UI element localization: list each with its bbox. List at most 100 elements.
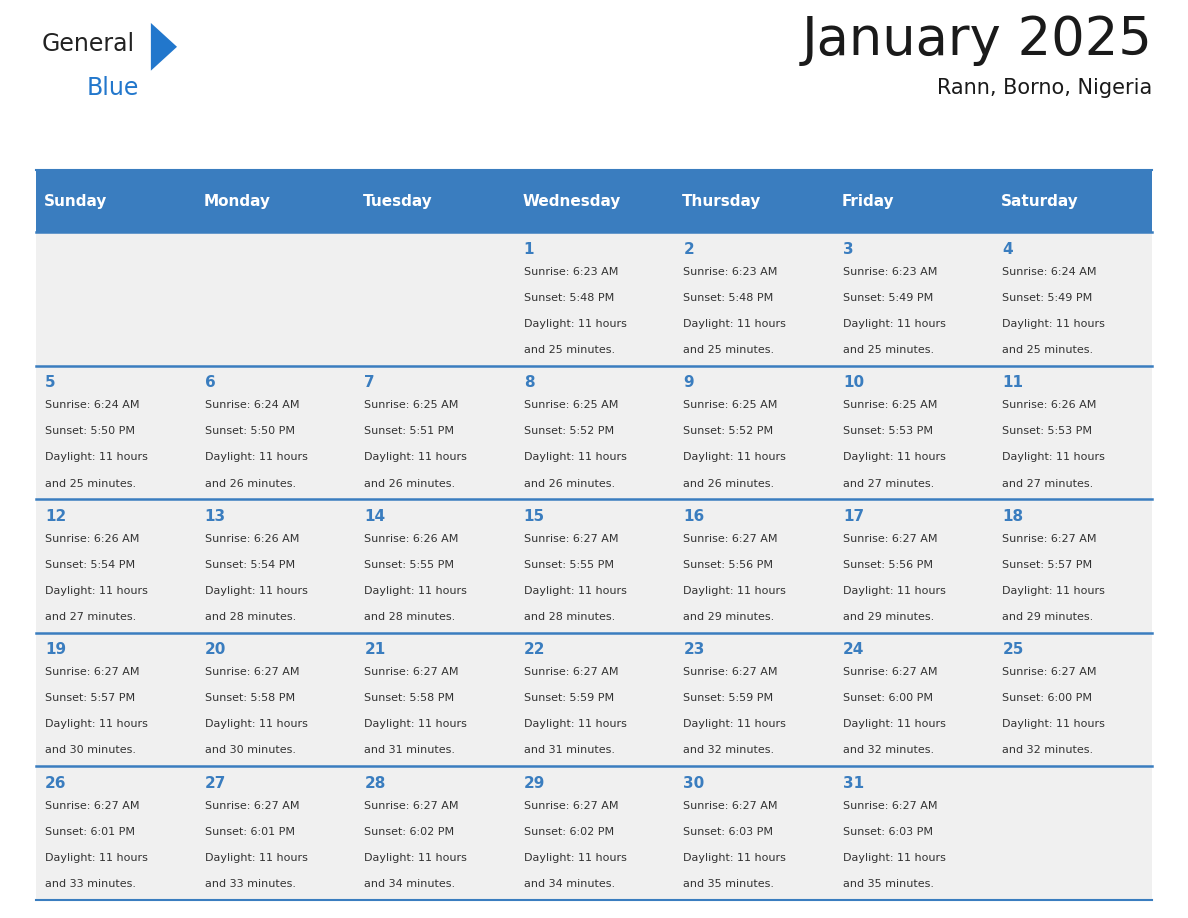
- Text: Sunrise: 6:27 AM: Sunrise: 6:27 AM: [524, 667, 618, 677]
- Text: Sunset: 6:03 PM: Sunset: 6:03 PM: [842, 827, 933, 837]
- Text: Sunrise: 6:27 AM: Sunrise: 6:27 AM: [842, 800, 937, 811]
- Text: Blue: Blue: [87, 76, 139, 100]
- Text: Daylight: 11 hours: Daylight: 11 hours: [1003, 453, 1105, 463]
- Text: Wednesday: Wednesday: [523, 194, 620, 208]
- Text: and 26 minutes.: and 26 minutes.: [365, 478, 455, 488]
- Bar: [36, 232, 195, 365]
- Text: Sunset: 5:50 PM: Sunset: 5:50 PM: [45, 427, 135, 436]
- Text: Monday: Monday: [203, 194, 270, 208]
- Text: Daylight: 11 hours: Daylight: 11 hours: [1003, 319, 1105, 329]
- Text: Daylight: 11 hours: Daylight: 11 hours: [45, 720, 148, 730]
- Text: 16: 16: [683, 509, 704, 523]
- Text: and 28 minutes.: and 28 minutes.: [524, 612, 615, 622]
- Text: and 32 minutes.: and 32 minutes.: [1003, 745, 1093, 756]
- Bar: [833, 232, 993, 365]
- Bar: [514, 767, 674, 900]
- Bar: [674, 633, 833, 767]
- Bar: [833, 365, 993, 499]
- Text: 31: 31: [842, 776, 864, 790]
- Text: 11: 11: [1003, 375, 1023, 390]
- Text: 15: 15: [524, 509, 545, 523]
- Bar: [195, 499, 355, 633]
- Bar: [355, 767, 514, 900]
- Text: 6: 6: [204, 375, 215, 390]
- Text: Sunset: 5:59 PM: Sunset: 5:59 PM: [524, 693, 614, 703]
- Text: Sunrise: 6:27 AM: Sunrise: 6:27 AM: [45, 667, 140, 677]
- Text: Sunrise: 6:27 AM: Sunrise: 6:27 AM: [1003, 534, 1097, 543]
- Text: Daylight: 11 hours: Daylight: 11 hours: [1003, 586, 1105, 596]
- Text: Daylight: 11 hours: Daylight: 11 hours: [842, 319, 946, 329]
- Bar: [833, 633, 993, 767]
- Text: Daylight: 11 hours: Daylight: 11 hours: [204, 453, 308, 463]
- Text: and 32 minutes.: and 32 minutes.: [842, 745, 934, 756]
- Text: Sunrise: 6:26 AM: Sunrise: 6:26 AM: [365, 534, 459, 543]
- Bar: [514, 232, 674, 365]
- Text: Sunrise: 6:25 AM: Sunrise: 6:25 AM: [842, 400, 937, 410]
- Bar: [674, 365, 833, 499]
- Text: 18: 18: [1003, 509, 1024, 523]
- Text: Sunrise: 6:23 AM: Sunrise: 6:23 AM: [524, 267, 618, 277]
- Text: Sunset: 6:01 PM: Sunset: 6:01 PM: [45, 827, 135, 837]
- Text: Sunset: 5:58 PM: Sunset: 5:58 PM: [204, 693, 295, 703]
- Text: Sunset: 6:02 PM: Sunset: 6:02 PM: [524, 827, 614, 837]
- Bar: [993, 767, 1152, 900]
- Text: and 33 minutes.: and 33 minutes.: [204, 879, 296, 889]
- Text: General: General: [42, 32, 134, 56]
- Bar: [355, 499, 514, 633]
- Text: and 29 minutes.: and 29 minutes.: [842, 612, 934, 622]
- Text: Sunset: 5:51 PM: Sunset: 5:51 PM: [365, 427, 454, 436]
- Text: 9: 9: [683, 375, 694, 390]
- Text: Daylight: 11 hours: Daylight: 11 hours: [45, 586, 148, 596]
- Text: Daylight: 11 hours: Daylight: 11 hours: [524, 853, 627, 863]
- Bar: [993, 170, 1152, 232]
- Text: and 28 minutes.: and 28 minutes.: [365, 612, 455, 622]
- Bar: [195, 365, 355, 499]
- Text: and 33 minutes.: and 33 minutes.: [45, 879, 137, 889]
- Text: Sunrise: 6:23 AM: Sunrise: 6:23 AM: [683, 267, 778, 277]
- Bar: [833, 767, 993, 900]
- Text: Sunrise: 6:25 AM: Sunrise: 6:25 AM: [683, 400, 778, 410]
- Bar: [514, 365, 674, 499]
- Bar: [355, 232, 514, 365]
- Text: and 28 minutes.: and 28 minutes.: [204, 612, 296, 622]
- Text: and 26 minutes.: and 26 minutes.: [204, 478, 296, 488]
- Text: Sunrise: 6:27 AM: Sunrise: 6:27 AM: [204, 800, 299, 811]
- Bar: [195, 232, 355, 365]
- Bar: [674, 232, 833, 365]
- Text: and 31 minutes.: and 31 minutes.: [524, 745, 615, 756]
- Text: Sunset: 5:59 PM: Sunset: 5:59 PM: [683, 693, 773, 703]
- Text: Sunrise: 6:25 AM: Sunrise: 6:25 AM: [524, 400, 618, 410]
- Text: and 26 minutes.: and 26 minutes.: [524, 478, 615, 488]
- Text: 25: 25: [1003, 642, 1024, 657]
- Text: Sunset: 5:49 PM: Sunset: 5:49 PM: [1003, 293, 1093, 303]
- Text: Daylight: 11 hours: Daylight: 11 hours: [365, 453, 467, 463]
- Bar: [355, 633, 514, 767]
- Text: Tuesday: Tuesday: [362, 194, 432, 208]
- Text: Sunrise: 6:27 AM: Sunrise: 6:27 AM: [204, 667, 299, 677]
- Text: Sunrise: 6:27 AM: Sunrise: 6:27 AM: [683, 667, 778, 677]
- Text: Sunrise: 6:27 AM: Sunrise: 6:27 AM: [365, 667, 459, 677]
- Bar: [355, 170, 514, 232]
- Text: Daylight: 11 hours: Daylight: 11 hours: [683, 720, 786, 730]
- Text: Sunset: 5:53 PM: Sunset: 5:53 PM: [1003, 427, 1093, 436]
- Text: Sunrise: 6:27 AM: Sunrise: 6:27 AM: [842, 667, 937, 677]
- Text: 30: 30: [683, 776, 704, 790]
- Bar: [514, 633, 674, 767]
- Text: Sunday: Sunday: [44, 194, 107, 208]
- Text: Daylight: 11 hours: Daylight: 11 hours: [204, 586, 308, 596]
- Bar: [993, 365, 1152, 499]
- Bar: [993, 499, 1152, 633]
- Text: Sunrise: 6:24 AM: Sunrise: 6:24 AM: [204, 400, 299, 410]
- Text: Sunset: 6:00 PM: Sunset: 6:00 PM: [1003, 693, 1093, 703]
- Text: and 25 minutes.: and 25 minutes.: [1003, 345, 1093, 355]
- Text: 5: 5: [45, 375, 56, 390]
- Text: Sunrise: 6:24 AM: Sunrise: 6:24 AM: [1003, 267, 1097, 277]
- Text: Daylight: 11 hours: Daylight: 11 hours: [204, 720, 308, 730]
- Text: Sunrise: 6:26 AM: Sunrise: 6:26 AM: [204, 534, 299, 543]
- Text: Sunrise: 6:27 AM: Sunrise: 6:27 AM: [524, 800, 618, 811]
- Bar: [993, 633, 1152, 767]
- Text: Sunrise: 6:26 AM: Sunrise: 6:26 AM: [45, 534, 139, 543]
- Text: 28: 28: [365, 776, 386, 790]
- Bar: [355, 365, 514, 499]
- Text: Daylight: 11 hours: Daylight: 11 hours: [683, 453, 786, 463]
